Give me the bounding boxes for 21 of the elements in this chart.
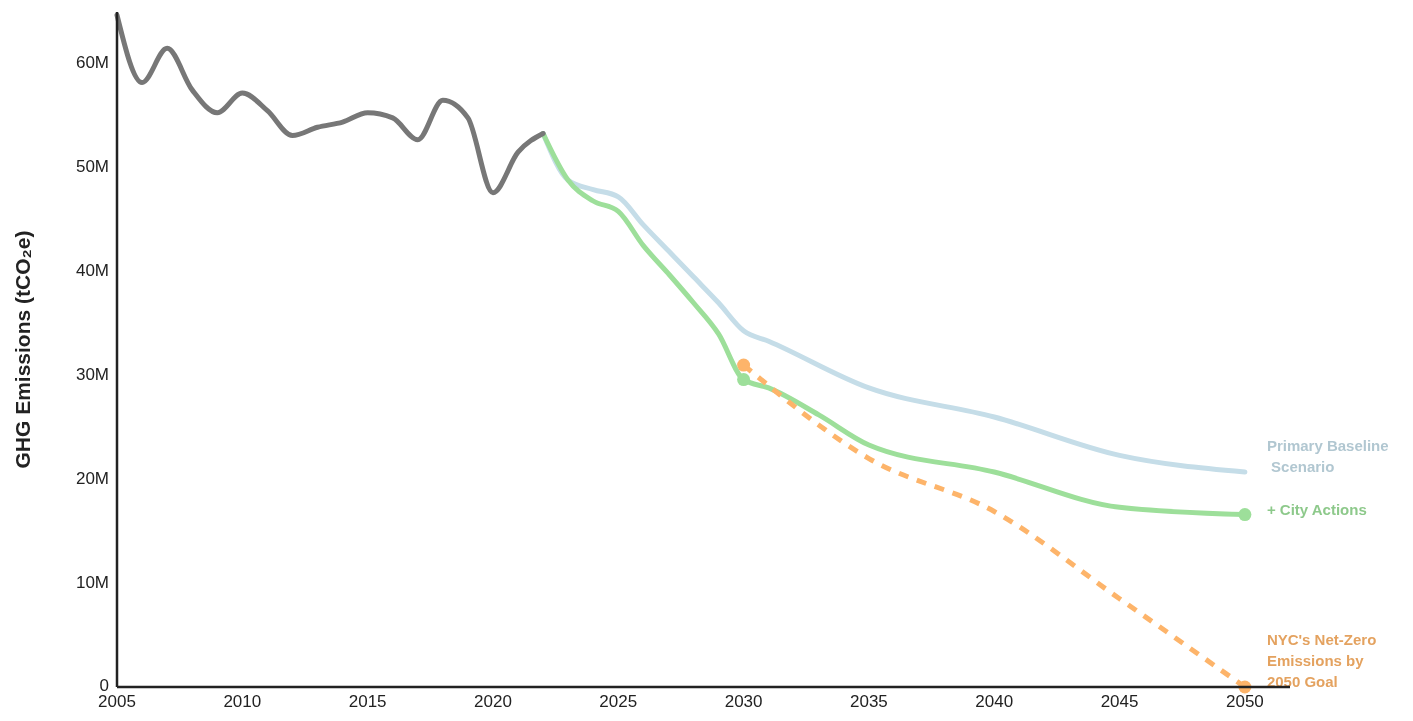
series-label: Primary Baseline Scenario	[1266, 437, 1389, 476]
y-axis-title: GHG Emissions (tCO₂e)	[11, 230, 34, 469]
x-tick-label: 2050	[1225, 692, 1264, 711]
x-tick-label: 2015	[348, 692, 387, 711]
y-tick-label: 40M	[75, 261, 109, 281]
x-tick-label: 2020	[474, 692, 512, 711]
series-label: + City Actions	[1266, 500, 1367, 518]
point	[1238, 508, 1252, 522]
x-tick-label: 2035	[850, 692, 888, 711]
x-tick-label: 2040	[975, 692, 1014, 711]
y-tick-label: 10M	[75, 572, 109, 592]
point	[737, 373, 751, 387]
point	[737, 358, 751, 372]
y-tick-label: 30M	[75, 364, 109, 384]
y-tick-label: 20M	[75, 468, 109, 488]
x-tick-label: 2010	[223, 692, 262, 711]
x-tick-label: 2045	[1100, 692, 1139, 711]
y-tick-label: 50M	[75, 157, 109, 177]
y-tick-label: 60M	[75, 53, 109, 73]
x-tick-label: 2030	[724, 692, 763, 711]
x-tick-label: 2025	[599, 692, 638, 711]
